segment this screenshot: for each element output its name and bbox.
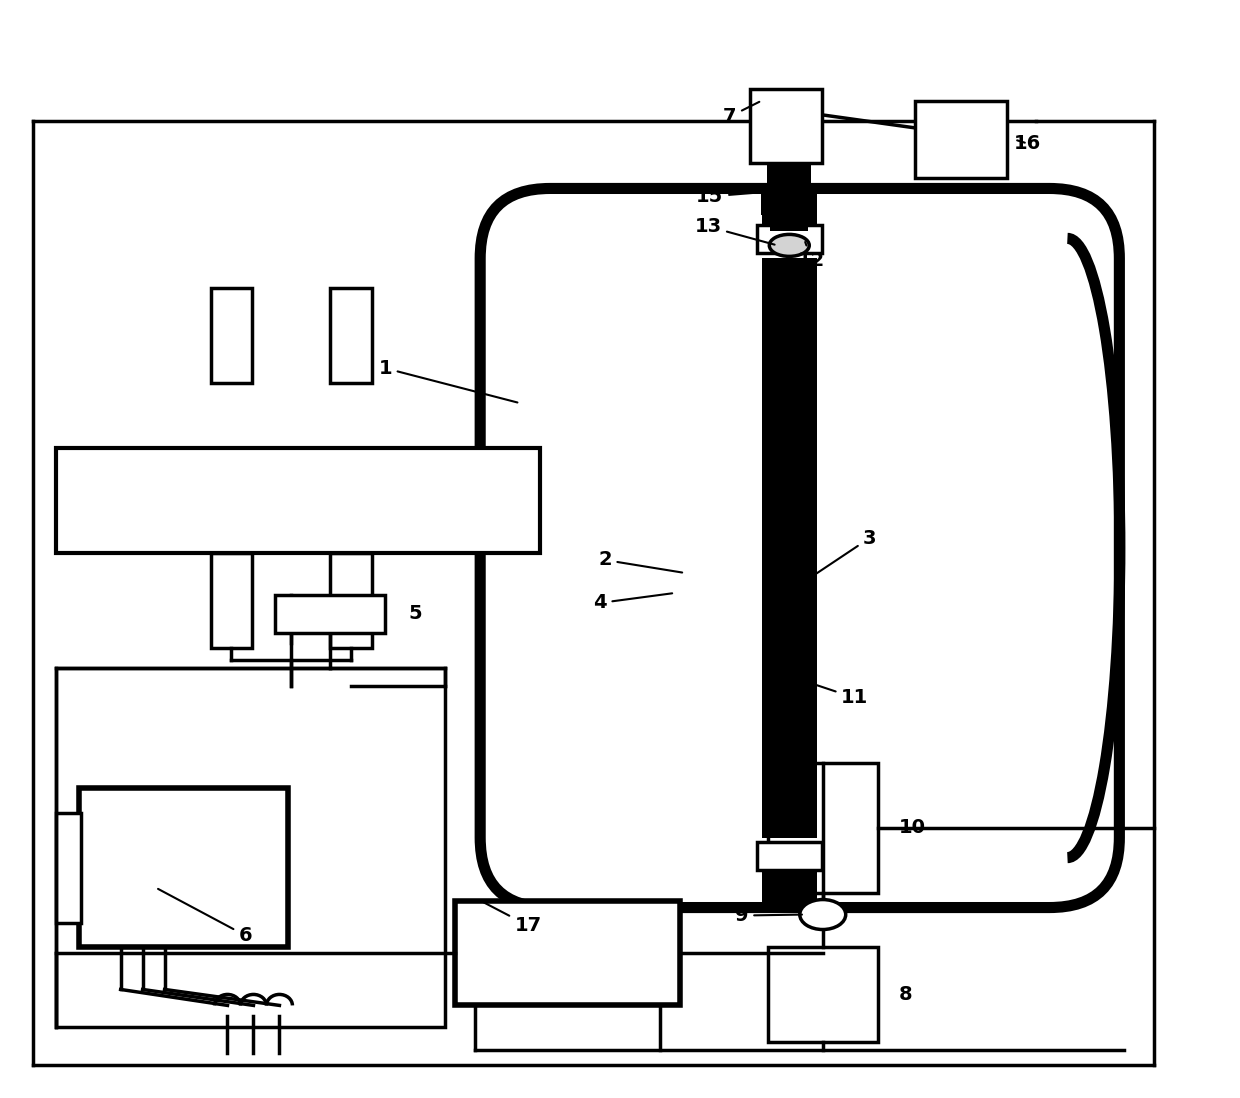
Text: 17: 17 [482,901,542,935]
Text: 4: 4 [593,593,672,613]
Bar [330,289,372,383]
Bar [211,289,253,383]
Bar [756,842,822,870]
Bar [56,668,445,1028]
Bar [455,900,680,1006]
Text: 9: 9 [735,906,802,925]
Bar [56,448,541,553]
Bar [330,553,372,648]
Text: 5: 5 [408,604,422,624]
Text: 16: 16 [1014,134,1042,153]
Text: 12: 12 [799,242,826,270]
Text: 11: 11 [797,679,868,707]
Ellipse shape [769,234,810,256]
Text: 6: 6 [157,889,252,945]
Bar [756,225,822,254]
Text: 7: 7 [723,102,759,126]
Text: 14: 14 [774,206,805,226]
Bar [78,787,289,948]
Bar [768,763,878,893]
Bar [768,164,811,191]
Bar [761,258,817,838]
FancyBboxPatch shape [480,189,1120,908]
Bar [275,595,386,632]
Bar [768,948,878,1042]
Text: 15: 15 [697,187,769,206]
Bar [211,553,253,648]
Bar [761,186,817,225]
Text: 10: 10 [899,818,926,837]
Text: 3: 3 [797,528,877,586]
Ellipse shape [800,899,846,930]
Bar [56,813,81,922]
Bar [770,214,808,232]
Text: 13: 13 [694,217,775,245]
Bar [761,870,817,905]
Text: 8: 8 [899,985,913,1005]
Bar [750,89,822,164]
Text: 1: 1 [378,359,517,403]
Bar [915,101,1007,179]
Bar [761,191,817,215]
Text: 2: 2 [598,550,682,572]
